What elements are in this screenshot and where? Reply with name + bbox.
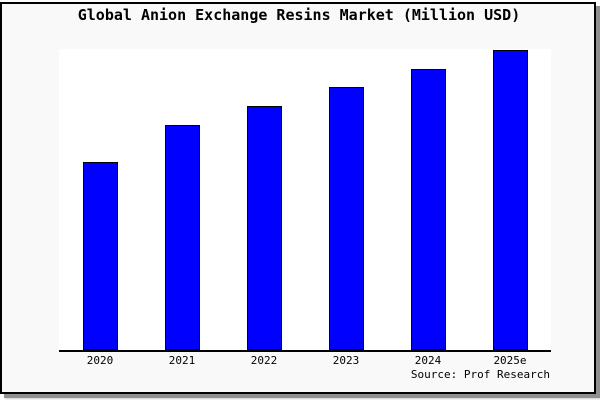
bar-2024 bbox=[410, 69, 446, 350]
bar-2021 bbox=[164, 125, 200, 350]
x-axis-labels: 2020 2021 2022 2023 2024 2025e bbox=[0, 354, 600, 368]
bar-2023 bbox=[328, 87, 364, 350]
x-tick-label-2025e: 2025e bbox=[493, 354, 527, 367]
x-tick-label-2023: 2023 bbox=[332, 354, 360, 367]
x-tick-label-2022: 2022 bbox=[250, 354, 278, 367]
source-label: Source: Prof Research bbox=[410, 368, 550, 381]
x-tick-label-2020: 2020 bbox=[86, 354, 114, 367]
x-tick-label-2024: 2024 bbox=[414, 354, 442, 367]
plot-area bbox=[59, 49, 551, 352]
bar-2025e bbox=[492, 50, 528, 350]
bar-2022 bbox=[246, 106, 282, 350]
bar-2020 bbox=[82, 162, 118, 350]
chart-title: Global Anion Exchange Resins Market (Mil… bbox=[77, 6, 521, 24]
x-tick-label-2021: 2021 bbox=[168, 354, 196, 367]
